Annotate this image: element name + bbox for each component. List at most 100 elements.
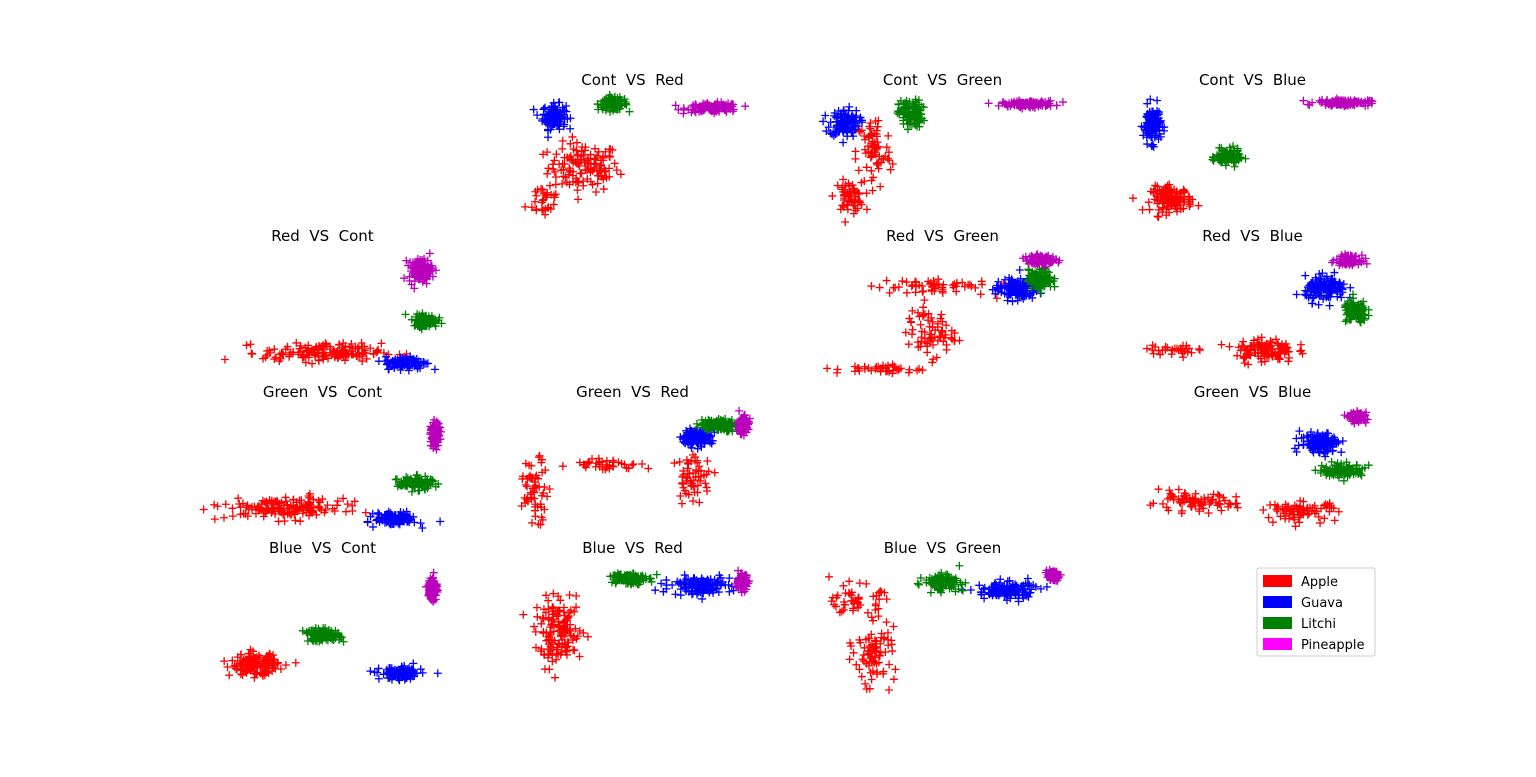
data-point <box>1225 342 1234 351</box>
data-point <box>276 354 285 363</box>
series-pineapple <box>1299 94 1377 111</box>
data-point <box>597 172 606 181</box>
data-point <box>296 341 305 350</box>
panel-title: Green VS Cont <box>263 383 382 401</box>
data-point <box>610 159 619 168</box>
data-point <box>547 102 556 111</box>
data-point <box>1013 296 1022 305</box>
data-point <box>430 365 439 374</box>
data-point <box>844 191 853 200</box>
data-point <box>850 189 859 198</box>
data-point <box>872 132 881 141</box>
series-guava <box>1137 95 1169 151</box>
data-point <box>413 362 422 371</box>
data-point <box>1145 205 1154 214</box>
data-point <box>400 274 409 283</box>
data-point <box>1233 147 1242 156</box>
data-point <box>550 193 559 202</box>
data-point <box>849 201 858 210</box>
data-point <box>913 106 922 115</box>
data-point <box>606 145 615 154</box>
data-point <box>1163 202 1172 211</box>
data-point <box>1144 198 1153 207</box>
data-point <box>912 98 921 107</box>
data-point <box>281 661 290 670</box>
data-point <box>305 347 314 356</box>
data-point <box>872 362 881 371</box>
data-point <box>919 103 928 112</box>
data-point <box>1154 213 1163 222</box>
data-point <box>369 349 378 358</box>
data-point <box>366 667 375 676</box>
data-point <box>374 674 383 683</box>
data-point <box>629 460 638 469</box>
series-apple <box>521 132 625 219</box>
data-point <box>829 131 838 140</box>
data-point <box>903 119 912 128</box>
data-point <box>538 196 547 205</box>
data-point <box>886 165 895 174</box>
data-point <box>550 120 559 129</box>
data-point <box>1308 98 1317 107</box>
data-point <box>539 150 548 159</box>
data-point <box>904 340 913 349</box>
data-point <box>1216 156 1225 165</box>
data-point <box>557 114 566 123</box>
series-apple <box>1128 180 1203 222</box>
data-point <box>383 359 392 368</box>
data-point <box>319 341 328 350</box>
data-point <box>875 283 884 292</box>
data-point <box>323 501 332 510</box>
data-point <box>833 368 842 377</box>
data-point <box>412 354 421 363</box>
data-point <box>319 352 328 361</box>
data-point <box>532 191 541 200</box>
series-guava <box>374 352 439 375</box>
data-point <box>228 512 237 521</box>
data-point <box>918 366 927 375</box>
series-litchi <box>298 624 348 646</box>
data-point <box>597 171 606 180</box>
data-point <box>579 181 588 190</box>
data-point <box>555 98 564 107</box>
data-point <box>874 158 883 167</box>
data-point <box>608 102 617 111</box>
series-pineapple <box>1327 250 1371 270</box>
data-point <box>1154 117 1163 126</box>
data-point <box>834 121 843 130</box>
data-point <box>1361 97 1370 106</box>
data-point <box>602 173 611 182</box>
data-point <box>1218 151 1227 160</box>
data-point <box>1009 100 1018 109</box>
data-point <box>1058 98 1067 107</box>
data-point <box>1364 305 1373 314</box>
data-point <box>213 502 222 511</box>
data-point <box>838 185 847 194</box>
data-point <box>932 353 941 362</box>
data-point <box>1232 492 1241 501</box>
data-point <box>1179 353 1188 362</box>
data-point <box>1320 514 1329 523</box>
data-point <box>1232 154 1241 163</box>
data-point <box>1175 193 1184 202</box>
data-point <box>551 172 560 181</box>
data-point <box>854 166 863 175</box>
data-point <box>541 103 550 112</box>
data-point <box>347 339 356 348</box>
data-point <box>670 459 679 468</box>
data-point <box>862 205 871 214</box>
data-point <box>521 480 530 489</box>
data-point <box>885 288 894 297</box>
data-point <box>713 100 722 109</box>
data-point <box>580 146 589 155</box>
data-point <box>1166 192 1175 201</box>
data-point <box>868 143 877 152</box>
data-point <box>1145 125 1154 134</box>
data-point <box>915 365 924 374</box>
data-point <box>568 132 577 141</box>
data-point <box>418 523 427 532</box>
data-point <box>566 114 575 123</box>
panels-layer: Cont VS Red Cont VS Green Cont VS BlueRed … <box>199 71 1377 694</box>
data-point <box>362 354 371 363</box>
